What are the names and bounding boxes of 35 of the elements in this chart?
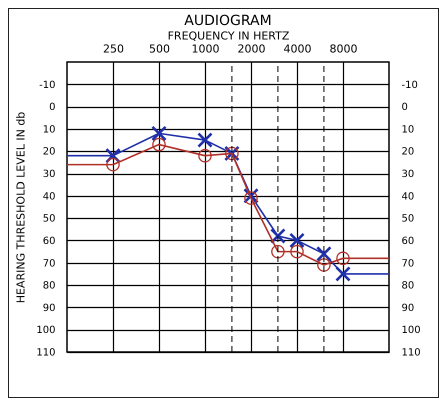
y-tick-label: 60 (42, 236, 56, 247)
y2-tick-label: 20 (402, 146, 414, 158)
y-axis-title: HEARING THRESHOLD LEVEL IN db (14, 112, 28, 304)
x-tick-label: 250 (103, 42, 124, 56)
chart-title: AUDIOGRAM (184, 13, 272, 29)
y-tick-label: -10 (39, 80, 56, 91)
y2-tick-label: 40 (402, 191, 414, 202)
y-tick-label: 0 (49, 102, 56, 114)
y2-tick-label: 0 (402, 102, 408, 114)
y2-tick-label: 70 (402, 258, 414, 270)
x-tick-label: 8000 (330, 42, 358, 56)
y-tick-label: 70 (42, 258, 56, 270)
x-tick-label: 2000 (238, 42, 266, 56)
y-tick-label: 50 (42, 214, 56, 225)
y2-tick-label: 50 (402, 214, 414, 225)
y-tick-label: 100 (36, 325, 56, 336)
y-tick-label: 30 (42, 169, 56, 180)
y-tick-label: 20 (42, 146, 56, 158)
y-tick-label: 40 (42, 191, 56, 202)
y2-tick-label: 110 (402, 348, 421, 358)
y2-tick-label: 80 (402, 280, 414, 292)
y2-tick-label: -10 (402, 80, 418, 91)
y2-tick-label: 90 (402, 302, 414, 314)
y-tick-label: 90 (42, 302, 56, 314)
x-tick-label: 4000 (284, 42, 312, 56)
y2-tick-label: 30 (402, 169, 414, 180)
x-tick-label: 1000 (192, 42, 220, 56)
y2-tick-label: 60 (402, 236, 414, 247)
x-axis-title: FREQUENCY IN HERTZ (168, 30, 290, 42)
y2-tick-label: 10 (402, 124, 414, 136)
y-tick-label: 80 (42, 280, 56, 292)
x-tick-label: 500 (149, 42, 170, 56)
y2-tick-label: 100 (402, 325, 421, 336)
y-tick-label: 10 (42, 124, 56, 136)
y-tick-label: 110 (36, 348, 56, 358)
